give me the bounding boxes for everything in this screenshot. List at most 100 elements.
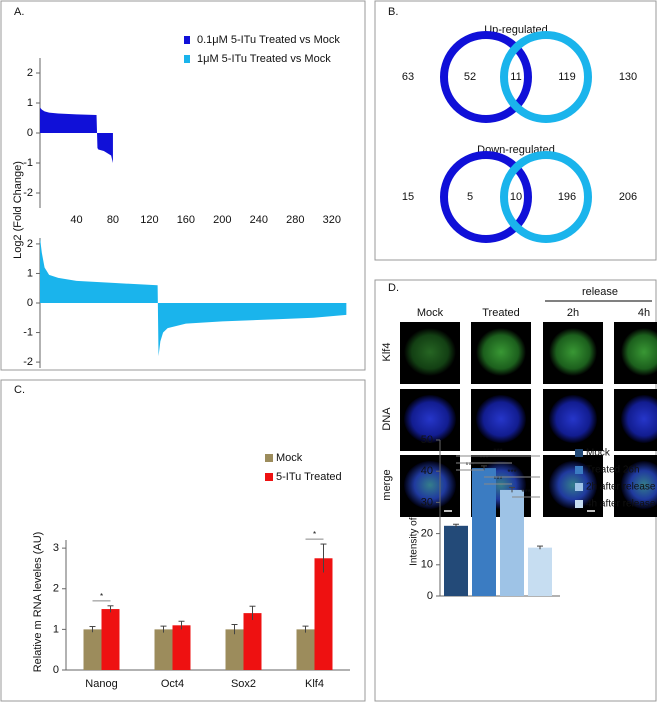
x-tick-label: Sox2 bbox=[231, 678, 256, 690]
x-tick-label: 240 bbox=[250, 214, 268, 226]
venn-count: 63 bbox=[402, 71, 414, 83]
y-tick-label: 40 bbox=[421, 465, 433, 477]
significance-label: *** bbox=[479, 454, 488, 463]
legend-swatch bbox=[265, 454, 273, 462]
panel-a-frame bbox=[0, 0, 366, 371]
venn-count: 11 bbox=[510, 71, 521, 83]
y-tick-label: 1 bbox=[53, 623, 59, 635]
y-tick-label: 2 bbox=[53, 583, 59, 595]
column-label: Treated bbox=[482, 307, 520, 319]
significance-label: *** bbox=[493, 447, 502, 456]
bar bbox=[225, 629, 244, 670]
y-tick-label: 1 bbox=[27, 97, 33, 109]
y-tick-label: 20 bbox=[421, 528, 433, 540]
y-tick-label: 30 bbox=[421, 496, 433, 508]
cell-cluster bbox=[404, 395, 456, 443]
legend-swatch bbox=[184, 36, 190, 44]
venn-count: 5 bbox=[467, 191, 473, 203]
panel-label: B. bbox=[388, 6, 398, 18]
panel-b-frame bbox=[374, 0, 657, 261]
panel-label: C. bbox=[14, 384, 25, 396]
cell-cluster bbox=[404, 461, 456, 509]
x-tick-label: Klf4 bbox=[305, 678, 324, 690]
venn-count: 52 bbox=[464, 71, 476, 83]
legend-label: Mock bbox=[276, 452, 303, 464]
bar bbox=[472, 468, 496, 596]
y-tick-label: -1 bbox=[23, 157, 33, 169]
venn-count: 15 bbox=[402, 191, 414, 203]
group-label: release bbox=[582, 286, 618, 298]
row-label: merge bbox=[381, 469, 393, 500]
x-tick-label: 280 bbox=[286, 214, 304, 226]
x-tick-label: 160 bbox=[177, 214, 195, 226]
legend-label: 1μM 5-ITu Treated vs Mock bbox=[197, 53, 331, 65]
y-tick-label: 50 bbox=[421, 434, 433, 446]
y-tick-label: 0 bbox=[427, 590, 433, 602]
x-tick-label: 80 bbox=[107, 214, 119, 226]
legend-swatch bbox=[184, 55, 190, 63]
venn-circle bbox=[440, 151, 532, 243]
venn-count: 10 bbox=[510, 191, 522, 203]
bar bbox=[243, 613, 262, 670]
significance-label: *** bbox=[465, 461, 474, 470]
venn-count: 130 bbox=[619, 71, 637, 83]
legend-label: Treated 26h bbox=[586, 465, 640, 476]
cell-cluster bbox=[476, 395, 526, 443]
y-tick-label: 2 bbox=[27, 238, 33, 250]
y-axis-label: Log2 (Fold Change) bbox=[12, 161, 24, 259]
legend-label: Mock bbox=[586, 448, 611, 459]
row-label: Klf4 bbox=[381, 343, 393, 362]
y-tick-label: -2 bbox=[23, 356, 33, 368]
cell-cluster bbox=[476, 328, 526, 376]
bar bbox=[83, 629, 102, 670]
y-tick-label: 0 bbox=[53, 664, 59, 676]
x-tick-label: Oct4 bbox=[161, 678, 184, 690]
x-tick-label: 120 bbox=[140, 214, 158, 226]
venn-circle bbox=[440, 31, 532, 123]
bar bbox=[154, 629, 173, 670]
bar bbox=[314, 558, 333, 670]
y-tick-label: 0 bbox=[27, 297, 33, 309]
legend-swatch bbox=[575, 449, 583, 457]
column-label: Mock bbox=[417, 307, 444, 319]
bar bbox=[444, 525, 468, 596]
y-tick-label: 0 bbox=[27, 127, 33, 139]
row-label: DNA bbox=[381, 407, 393, 431]
bar bbox=[528, 547, 552, 596]
x-tick-label: Nanog bbox=[85, 678, 117, 690]
y-tick-label: 1 bbox=[27, 267, 33, 279]
legend-label: 2h after release bbox=[586, 482, 656, 493]
fold-change-area bbox=[40, 107, 113, 163]
venn-title: Up-regulated bbox=[484, 24, 548, 36]
venn-circle bbox=[500, 31, 592, 123]
column-label: 2h bbox=[567, 307, 579, 319]
panel-label: A. bbox=[14, 6, 24, 18]
cell-cluster bbox=[621, 328, 657, 376]
cell-cluster bbox=[404, 328, 456, 376]
x-tick-label: 40 bbox=[70, 214, 82, 226]
venn-count: 206 bbox=[619, 191, 637, 203]
y-axis-label: Intensity of Klf4 (AU) bbox=[409, 474, 420, 566]
venn-circle bbox=[500, 151, 592, 243]
legend-label: 5-ITu Treated bbox=[276, 471, 342, 483]
cell-cluster bbox=[621, 395, 657, 443]
bar bbox=[500, 489, 524, 596]
y-tick-label: -2 bbox=[23, 187, 33, 199]
significance-label: *** bbox=[507, 468, 516, 477]
x-tick-label: 320 bbox=[323, 214, 341, 226]
bar bbox=[172, 625, 191, 670]
column-label: 4h bbox=[638, 307, 650, 319]
legend-swatch bbox=[575, 466, 583, 474]
y-tick-label: -1 bbox=[23, 326, 33, 338]
venn-count: 119 bbox=[558, 71, 576, 83]
y-tick-label: 3 bbox=[53, 542, 59, 554]
y-tick-label: 10 bbox=[421, 559, 433, 571]
legend-swatch bbox=[265, 473, 273, 481]
cell-cluster bbox=[549, 328, 597, 376]
significance-label: * bbox=[313, 530, 316, 539]
legend-label: 0.1μM 5-ITu Treated vs Mock bbox=[197, 34, 340, 46]
legend-swatch bbox=[575, 483, 583, 491]
cell-cluster bbox=[549, 395, 597, 443]
